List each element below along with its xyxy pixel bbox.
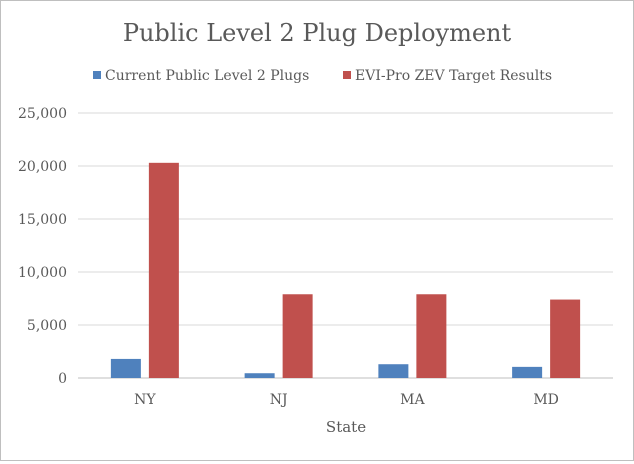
legend-label: Current Public Level 2 Plugs xyxy=(105,68,309,84)
y-tick-label: 10,000 xyxy=(18,265,67,281)
bar-target-md xyxy=(550,299,581,378)
bar-target-nj xyxy=(282,294,313,378)
bar-current-ny xyxy=(110,358,141,378)
legend-swatch xyxy=(343,71,351,79)
x-tick-label: MD xyxy=(533,392,559,408)
y-tick-label: 25,000 xyxy=(18,106,67,122)
y-tick-label: 15,000 xyxy=(18,212,67,228)
y-tick-label: 0 xyxy=(58,371,67,387)
x-tick-label: NY xyxy=(134,392,156,408)
x-axis-ticks: NY NJ MA MD xyxy=(134,392,559,408)
y-tick-label: 20,000 xyxy=(18,159,67,175)
bar-current-md xyxy=(512,366,543,378)
y-axis-ticks: 0 5,000 10,000 15,000 20,000 25,000 xyxy=(18,106,67,387)
legend-label: EVI-Pro ZEV Target Results xyxy=(355,68,552,84)
x-tick-label: NJ xyxy=(270,392,288,408)
bar-current-nj xyxy=(244,373,275,378)
x-tick-label: MA xyxy=(400,392,425,408)
bar-target-ny xyxy=(148,162,179,378)
x-axis-title: State xyxy=(326,418,366,436)
bars xyxy=(110,162,581,378)
bar-current-ma xyxy=(378,364,409,378)
legend: Current Public Level 2 Plugs EVI-Pro ZEV … xyxy=(93,68,552,84)
bar-target-ma xyxy=(416,294,447,378)
y-tick-label: 5,000 xyxy=(27,318,67,334)
legend-swatch xyxy=(93,71,101,79)
chart-title: Public Level 2 Plug Deployment xyxy=(123,19,512,47)
